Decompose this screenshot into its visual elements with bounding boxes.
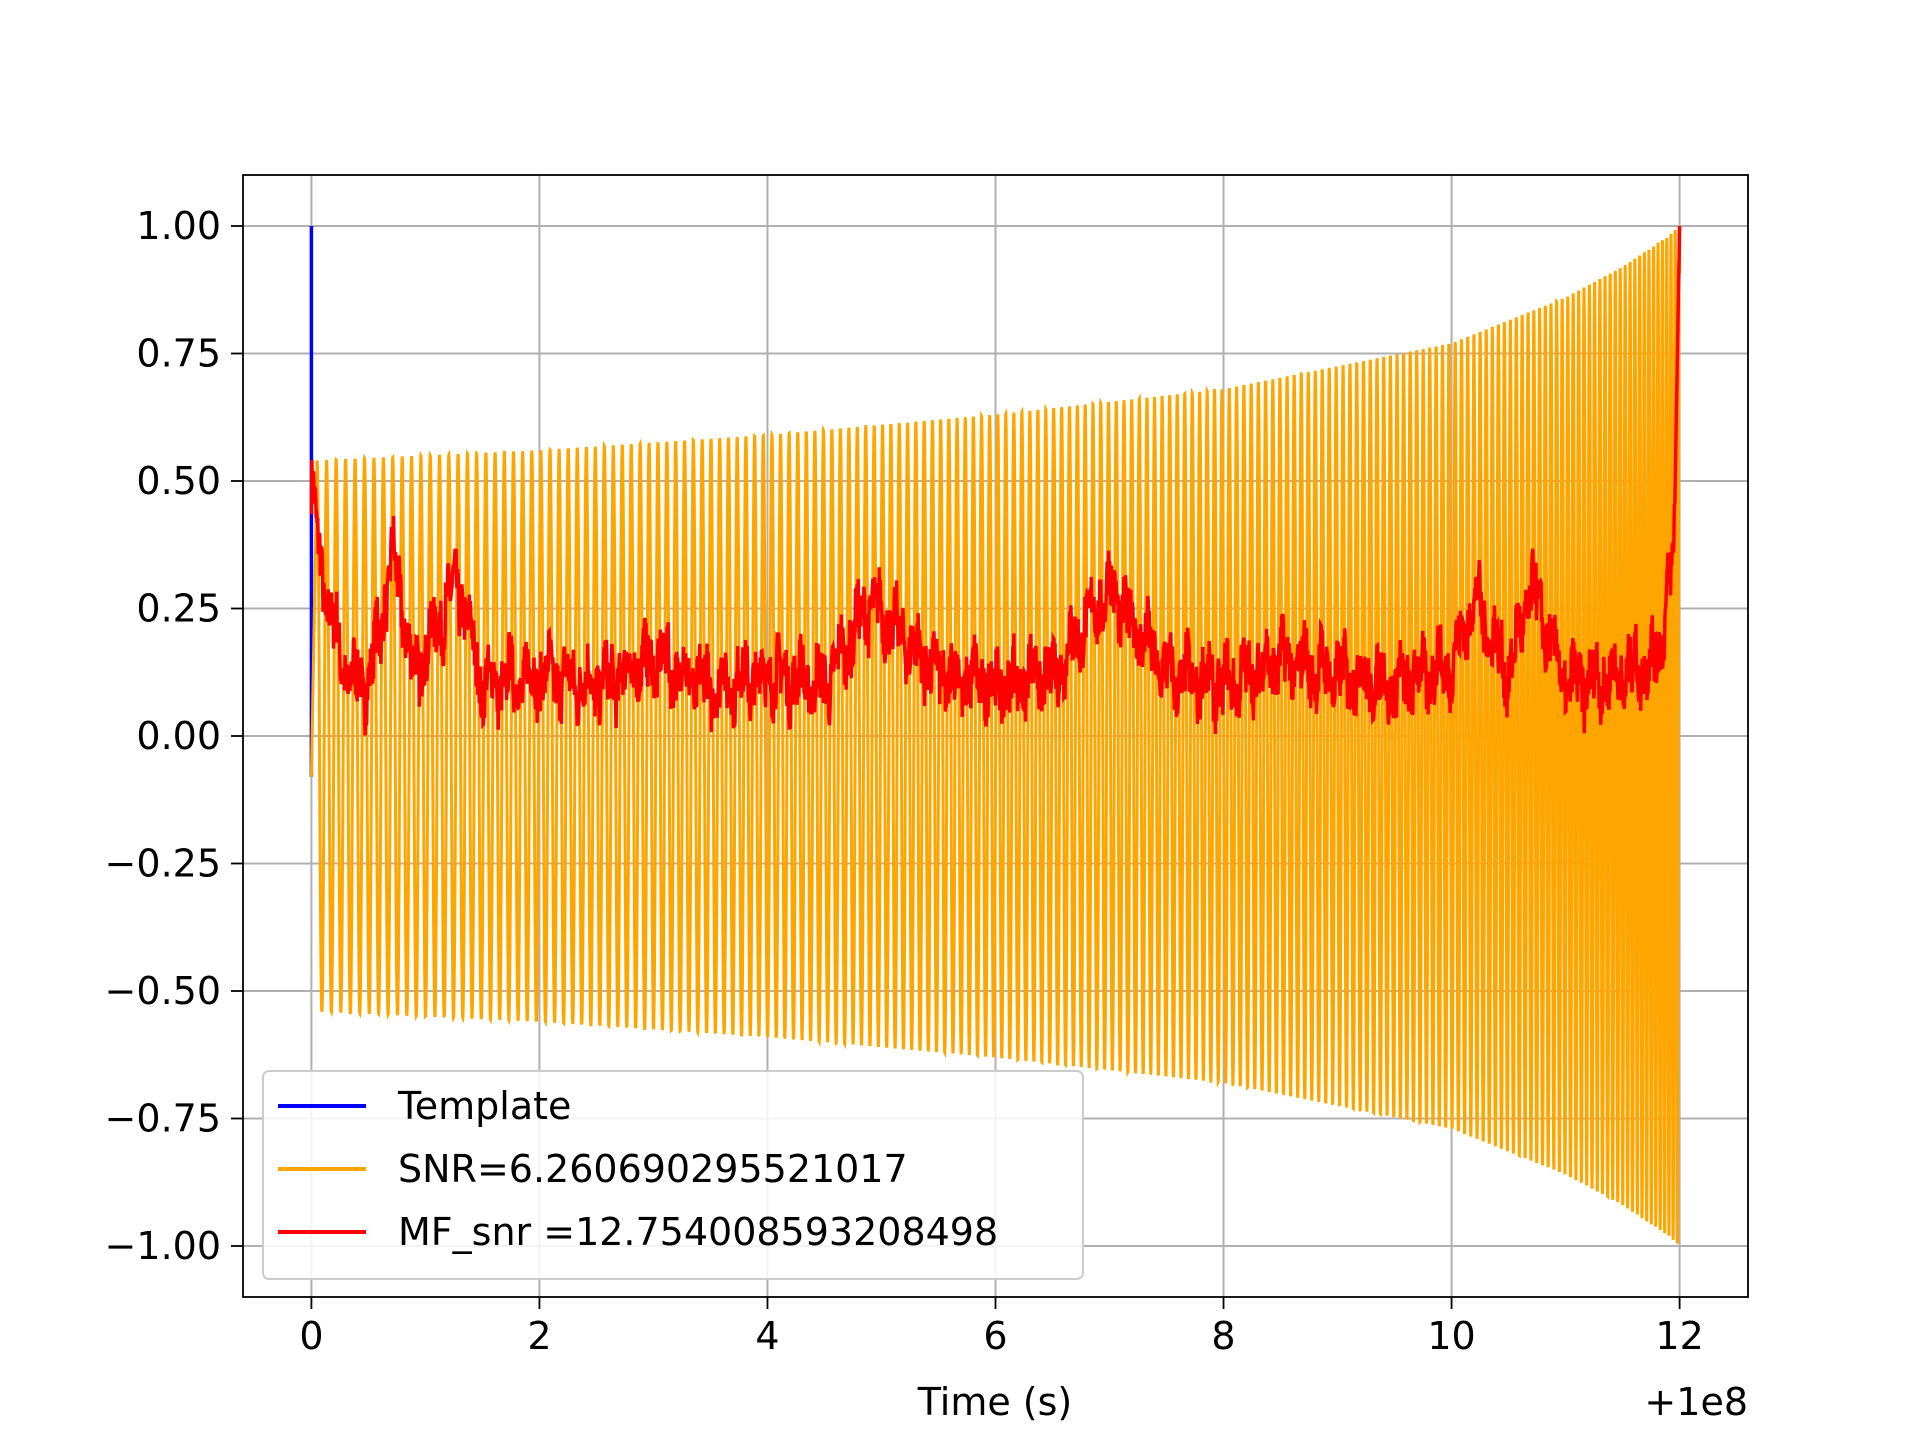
x-axis-offset-label: +1e8 bbox=[1644, 1380, 1748, 1424]
x-axis-ticks: 0 2 4 6 8 10 12 bbox=[299, 1297, 1704, 1358]
series-mf-snr-line bbox=[309, 225, 1682, 736]
y-tick-label: 0.50 bbox=[136, 459, 221, 503]
x-axis-label: Time (s) bbox=[917, 1380, 1073, 1424]
x-tick-label: 12 bbox=[1655, 1314, 1703, 1358]
series-layer bbox=[309, 225, 1682, 1244]
y-tick-label: −1.00 bbox=[105, 1224, 221, 1268]
x-tick-label: 6 bbox=[983, 1314, 1007, 1358]
legend-label: MF_snr =12.754008593208498 bbox=[398, 1210, 998, 1254]
legend-label: SNR=6.260690295521017 bbox=[398, 1147, 908, 1191]
x-tick-label: 8 bbox=[1211, 1314, 1235, 1358]
x-tick-label: 4 bbox=[755, 1314, 779, 1358]
legend-label: Template bbox=[397, 1084, 571, 1128]
y-tick-label: −0.25 bbox=[105, 842, 221, 886]
y-tick-label: −0.75 bbox=[105, 1097, 221, 1141]
series-snr-line bbox=[309, 226, 1682, 1244]
x-tick-label: 0 bbox=[299, 1314, 323, 1358]
y-tick-label: 0.75 bbox=[136, 332, 221, 376]
legend-box bbox=[262, 1070, 1084, 1280]
y-tick-label: 0.25 bbox=[136, 587, 221, 631]
x-tick-label: 10 bbox=[1427, 1314, 1475, 1358]
y-axis-ticks: −1.00 −0.75 −0.50 −0.25 0.00 0.25 0.50 0.75 1.00 bbox=[105, 204, 243, 1268]
y-tick-label: 1.00 bbox=[136, 204, 221, 248]
x-tick-label: 2 bbox=[527, 1314, 551, 1358]
y-tick-label: −0.50 bbox=[105, 969, 221, 1013]
y-tick-label: 0.00 bbox=[136, 714, 221, 758]
legend: Template SNR=6.260690295521017 MF_snr =12.… bbox=[262, 1070, 1084, 1280]
